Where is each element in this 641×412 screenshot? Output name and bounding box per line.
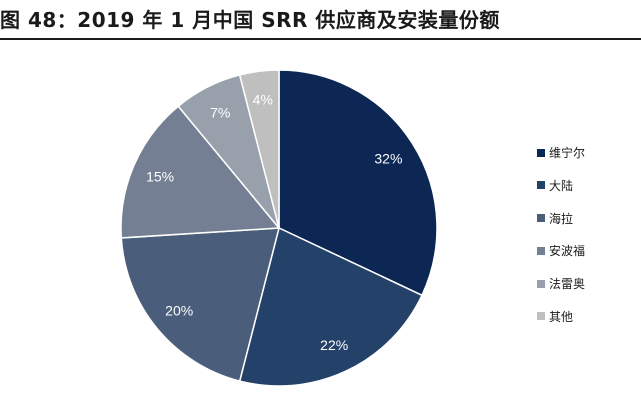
pie-slice-4 — [120, 105, 281, 239]
slice-value-label-5: 7% — [210, 105, 230, 121]
chart-legend: 维宁尔大陆海拉安波福法雷奥其他 — [537, 144, 585, 341]
slice-value-label-3: 20% — [165, 303, 193, 319]
legend-item-3: 海拉 — [537, 210, 585, 227]
legend-item-1: 维宁尔 — [537, 144, 585, 161]
legend-swatch — [537, 214, 545, 223]
slice-value-label-4: 15% — [146, 169, 174, 185]
legend-item-4: 安波福 — [537, 242, 585, 259]
legend-label: 法雷奥 — [549, 277, 586, 292]
legend-item-6: 其他 — [537, 308, 585, 325]
legend-swatch — [537, 148, 545, 157]
legend-swatch — [537, 312, 545, 321]
legend-swatch — [537, 279, 545, 288]
legend-swatch — [537, 181, 545, 190]
title-underline — [0, 38, 641, 40]
legend-label: 安波福 — [549, 244, 586, 259]
slice-value-label-1: 32% — [374, 151, 402, 167]
slice-value-label-6: 4% — [253, 92, 273, 108]
legend-item-5: 法雷奥 — [537, 275, 585, 292]
slice-value-label-2: 22% — [320, 337, 348, 353]
pie-slice-3 — [120, 227, 280, 382]
chart-title: 图 48：2019 年 1 月中国 SRR 供应商及安装量份额 — [0, 8, 500, 32]
legend-label: 维宁尔 — [549, 146, 586, 160]
pie-slice-6 — [238, 69, 280, 229]
legend-label: 大陆 — [549, 178, 574, 193]
legend-item-2: 大陆 — [537, 177, 585, 194]
legend-label: 其他 — [549, 309, 574, 324]
pie-slice-2 — [238, 226, 423, 387]
legend-swatch — [537, 246, 545, 255]
legend-label: 海拉 — [549, 211, 574, 226]
pie-slice-1 — [278, 69, 438, 297]
